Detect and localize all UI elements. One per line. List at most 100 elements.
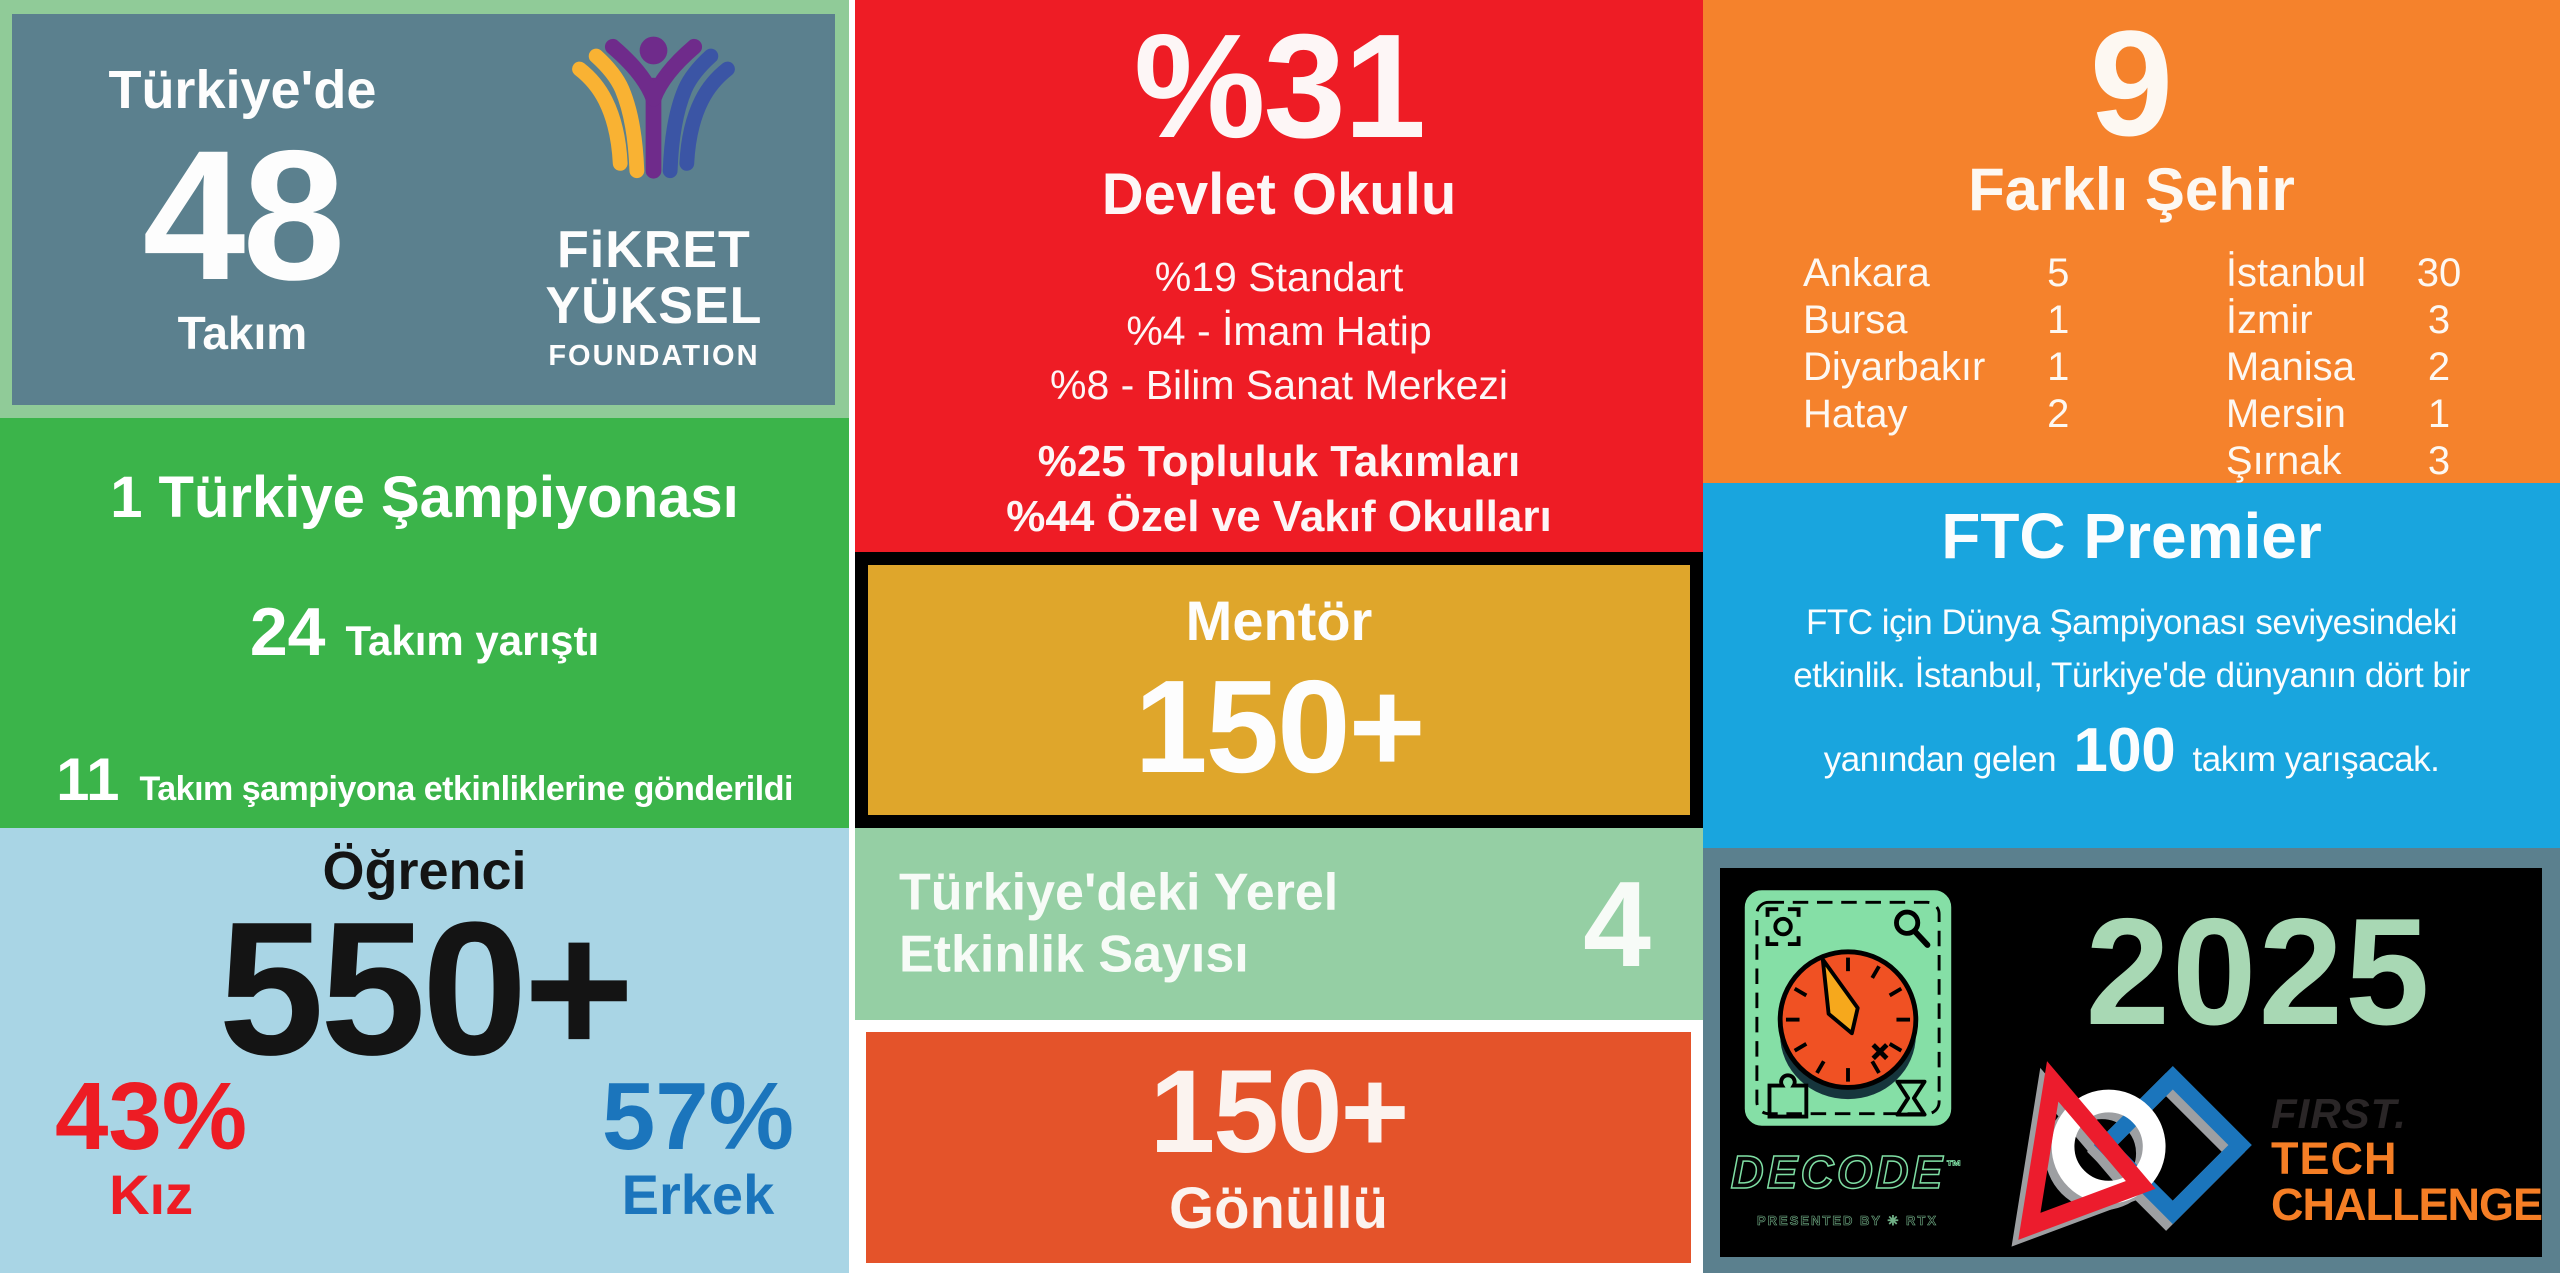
school-detail-standart: %19 Standart	[1154, 254, 1404, 301]
girls-stat: 43% Kız	[55, 1062, 248, 1226]
city-table-left-column: Ankara 5 Bursa 1 Diyarbakır 1 Hatay 2	[1803, 250, 2101, 485]
teams-card: Türkiye'de 48 Takım	[12, 14, 835, 405]
gauge-icon	[1777, 949, 1918, 1100]
cities-count: 9	[2089, 0, 2174, 167]
community-teams-line: %25 Topluluk Takımları	[1037, 437, 1521, 487]
teams-competed-count: 24	[249, 594, 326, 670]
season-panel: DECODE™ PRESENTED BY ✳ RTX 2025	[1703, 848, 2560, 1273]
challenge-label: CHALLENGE	[2271, 1179, 2543, 1231]
gender-split-row: 43% Kız 57% Erkek	[0, 1062, 849, 1226]
city-count: 30	[2416, 250, 2462, 295]
foundation-name-line1: FiKRET	[557, 221, 751, 279]
foundation-name-line2: YÜKSEL	[545, 277, 763, 336]
decode-logo-block: DECODE™ PRESENTED BY ✳ RTX	[1720, 868, 1975, 1257]
hourglass-icon	[1894, 1079, 1927, 1117]
city-name: Hatay	[1803, 391, 1908, 436]
local-events-label-line1: Türkiye'deki Yerel	[899, 863, 1339, 922]
tech-label: TECH	[2271, 1132, 2398, 1184]
teams-unit-label: Takım	[177, 307, 308, 360]
teams-sent-stat: 11 Takım şampiyona etkinliklerine gönder…	[0, 745, 849, 814]
city-name: Bursa	[1803, 297, 1908, 342]
school-detail-bilim-sanat: %8 - Bilim Sanat Merkezi	[1050, 362, 1508, 409]
cities-label: Farklı Şehir	[1968, 155, 2295, 223]
trademark-symbol: ™	[1945, 1158, 1965, 1176]
teams-stat: Türkiye'de 48 Takım	[12, 14, 473, 405]
boys-stat: 57% Erkek	[601, 1062, 794, 1226]
teams-count: 48	[142, 112, 346, 319]
season-year-block: 2025	[1975, 868, 2543, 1257]
first-tech-challenge-logo: FIRST. TECH CHALLENGE	[1975, 1052, 2543, 1269]
city-table: Ankara 5 Bursa 1 Diyarbakır 1 Hatay 2 İs…	[1703, 224, 2560, 485]
sponsor-sun-icon: ✳	[1887, 1213, 1901, 1229]
school-type-summary: %25 Topluluk Takımları %44 Özel ve Vakıf…	[1006, 434, 1551, 544]
local-events-count: 4	[1583, 856, 1651, 992]
teams-card-frame: Türkiye'de 48 Takım	[0, 0, 849, 418]
city-count: 2	[2427, 344, 2451, 389]
puzzle-icon	[1767, 1073, 1808, 1119]
ftc-premier-block: FTC Premier FTC için Dünya Şampiyonası s…	[1703, 483, 2560, 848]
championship-block: 1 Türkiye Şampiyonası 24 Takım yarıştı 1…	[0, 418, 849, 828]
magnifier-icon	[1893, 909, 1930, 948]
first-label: FIRST.	[2271, 1089, 2407, 1137]
teams-location-label: Türkiye'de	[108, 59, 377, 120]
mentors-count: 150+	[1134, 652, 1425, 800]
school-detail-imam-hatip: %4 - İmam Hatip	[1126, 308, 1432, 355]
city-count: 5	[2047, 250, 2070, 295]
mentors-label: Mentör	[1185, 588, 1373, 652]
premier-line2: etkinlik. İstanbul, Türkiye'de dünyanın …	[1793, 655, 2470, 695]
volunteers-label: Gönüllü	[1168, 1176, 1389, 1241]
city-table-right-column: İstanbul 30 İzmir 3 Manisa 2 Mersin 1 Şı…	[2226, 250, 2482, 485]
volunteers-cell: 150+ Gönüllü	[855, 1020, 1703, 1273]
premier-team-count: 100	[2073, 716, 2176, 785]
mentors-card: Mentör 150+	[868, 565, 1690, 815]
premier-line1: FTC için Dünya Şampiyonası seviyesindeki	[1805, 603, 2458, 642]
viewfinder-icon	[1765, 907, 1801, 946]
boys-label: Erkek	[621, 1162, 775, 1226]
teams-sent-label: Takım şampiyona etkinliklerine gönderild…	[139, 770, 794, 808]
city-count: 1	[2047, 344, 2070, 389]
city-name: Mersin	[2225, 391, 2346, 436]
city-name: Şırnak	[2225, 438, 2342, 483]
season-year: 2025	[2085, 887, 2432, 1057]
state-school-label: Devlet Okulu	[1101, 162, 1457, 228]
ftc-premier-description: FTC için Dünya Şampiyonası seviyesindeki…	[1793, 597, 2470, 797]
girls-label: Kız	[109, 1162, 194, 1226]
city-count: 3	[2427, 297, 2451, 342]
premier-line3-prefix: yanından gelen	[1823, 740, 2057, 779]
teams-sent-count: 11	[56, 746, 120, 813]
city-name: İstanbul	[2225, 250, 2366, 295]
students-count: 550+	[218, 883, 635, 1095]
girls-percentage: 43%	[55, 1062, 248, 1170]
local-events-label: Türkiye'deki Yerel Etkinlik Sayısı	[899, 862, 1338, 987]
state-schools-block: %31 Devlet Okulu %19 Standart %4 - İmam …	[855, 0, 1703, 552]
teams-competed-label: Takım yarıştı	[345, 617, 600, 664]
premier-line3: yanından gelen 100 takım yarışacak.	[1793, 704, 2470, 797]
students-title: Öğrenci	[322, 841, 527, 901]
cities-block: 9 Farklı Şehir Ankara 5 Bursa 1 Diyarbak…	[1703, 0, 2560, 483]
city-name: Ankara	[1803, 250, 1930, 295]
ftc-premier-title: FTC Premier	[1941, 500, 2322, 572]
decode-game-card-icon	[1735, 882, 1961, 1139]
teams-competed-stat: 24 Takım yarıştı	[0, 593, 849, 671]
students-block: Öğrenci 550+ 43% Kız 57% Erkek	[0, 828, 849, 1273]
local-events-block: Türkiye'deki Yerel Etkinlik Sayısı 4	[855, 828, 1703, 1020]
volunteers-count: 150+	[1149, 1046, 1410, 1178]
volunteers-card: 150+ Gönüllü	[866, 1032, 1691, 1263]
city-name: İzmir	[2225, 297, 2313, 342]
state-school-percentage: %31	[1133, 4, 1426, 169]
championship-title: 1 Türkiye Şampiyonası	[110, 465, 739, 530]
presented-by-label: PRESENTED BY	[1756, 1213, 1882, 1229]
city-count: 1	[2047, 297, 2070, 342]
city-count: 1	[2427, 391, 2451, 436]
mentors-block: Mentör 150+	[855, 552, 1703, 828]
city-count: 3	[2427, 438, 2451, 483]
city-name: Manisa	[2225, 344, 2355, 389]
boys-percentage: 57%	[601, 1062, 794, 1170]
city-name: Diyarbakır	[1803, 344, 1986, 389]
sponsor-name: RTX	[1906, 1213, 1939, 1229]
local-events-label-line2: Etkinlik Sayısı	[899, 926, 1249, 984]
premier-line3-suffix: takım yarışacak.	[2192, 740, 2440, 779]
ftc-logo-text: FIRST. TECH CHALLENGE	[2271, 1089, 2543, 1231]
decode-wordmark: DECODE™	[1730, 1145, 1965, 1199]
